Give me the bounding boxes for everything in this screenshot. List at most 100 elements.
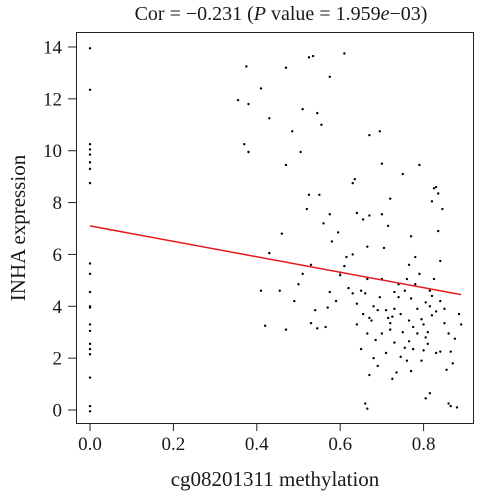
data-point bbox=[403, 346, 407, 349]
data-point bbox=[407, 340, 411, 343]
data-point bbox=[305, 207, 309, 211]
data-point bbox=[316, 111, 319, 115]
data-point bbox=[355, 323, 359, 326]
data-point bbox=[353, 178, 356, 181]
data-point bbox=[439, 259, 442, 263]
data-point bbox=[366, 332, 369, 335]
data-point bbox=[443, 307, 446, 311]
data-point bbox=[88, 342, 92, 346]
data-point bbox=[309, 321, 313, 325]
data-point bbox=[355, 302, 359, 305]
data-point bbox=[447, 332, 450, 335]
data-point bbox=[451, 362, 454, 365]
data-point bbox=[313, 308, 317, 312]
data-point bbox=[318, 193, 321, 196]
data-point bbox=[343, 52, 346, 55]
x-axis-title: cg08201311 methylation bbox=[171, 467, 380, 491]
data-point bbox=[380, 332, 384, 335]
data-point bbox=[88, 404, 92, 408]
data-point bbox=[88, 88, 92, 91]
data-point bbox=[268, 251, 271, 255]
data-point bbox=[368, 214, 371, 217]
data-point bbox=[263, 324, 267, 327]
data-point bbox=[389, 321, 392, 325]
data-point bbox=[88, 181, 92, 185]
data-point bbox=[345, 255, 348, 259]
data-point bbox=[418, 163, 421, 167]
data-point bbox=[293, 299, 296, 303]
data-point bbox=[416, 332, 419, 335]
data-point bbox=[424, 301, 427, 304]
data-point bbox=[88, 148, 92, 151]
title-p-italic: P bbox=[253, 3, 266, 25]
data-point bbox=[376, 308, 379, 312]
y-tick-label: 12 bbox=[43, 89, 62, 110]
data-point bbox=[420, 318, 423, 321]
data-point bbox=[428, 289, 432, 292]
data-point bbox=[397, 296, 400, 299]
data-point bbox=[88, 306, 92, 309]
data-point bbox=[380, 162, 384, 165]
data-point bbox=[259, 87, 263, 90]
data-point bbox=[351, 181, 354, 185]
data-point bbox=[301, 108, 304, 111]
x-tick-label: 0.0 bbox=[78, 434, 102, 455]
x-tick-label: 0.8 bbox=[412, 434, 436, 455]
x-tick-label: 0.6 bbox=[328, 434, 352, 455]
data-point bbox=[88, 347, 92, 351]
data-point bbox=[88, 47, 92, 50]
y-tick-label: 6 bbox=[53, 245, 63, 266]
data-point bbox=[409, 235, 413, 238]
data-point bbox=[328, 75, 331, 79]
data-point bbox=[88, 167, 92, 171]
data-point bbox=[436, 192, 440, 195]
data-point bbox=[411, 347, 415, 351]
title-e-italic: e bbox=[381, 3, 390, 25]
data-point bbox=[88, 290, 92, 294]
data-point bbox=[247, 102, 250, 106]
data-point bbox=[447, 402, 450, 405]
data-point bbox=[389, 328, 392, 331]
data-point bbox=[409, 297, 413, 300]
data-point bbox=[328, 290, 331, 294]
y-tick-label: 2 bbox=[53, 349, 63, 370]
x-tick-label: 0.4 bbox=[245, 434, 269, 455]
data-point bbox=[401, 331, 404, 334]
data-point bbox=[401, 172, 404, 176]
data-point bbox=[426, 331, 429, 334]
regression-line bbox=[89, 225, 462, 296]
title-suffix: −03) bbox=[389, 3, 427, 25]
data-point bbox=[309, 263, 313, 266]
data-point bbox=[370, 319, 373, 322]
y-tick-label: 10 bbox=[43, 141, 62, 162]
data-point bbox=[382, 246, 386, 250]
data-point bbox=[88, 143, 92, 146]
data-point bbox=[368, 373, 371, 377]
data-point bbox=[351, 253, 354, 256]
data-point bbox=[439, 350, 442, 353]
data-point bbox=[445, 368, 448, 372]
data-point bbox=[395, 371, 398, 374]
data-point bbox=[432, 187, 436, 190]
data-point bbox=[316, 327, 319, 330]
data-point bbox=[88, 153, 92, 156]
data-point bbox=[268, 117, 271, 120]
data-point bbox=[384, 308, 388, 312]
data-point bbox=[88, 161, 92, 164]
data-point bbox=[372, 305, 375, 308]
data-point bbox=[432, 277, 436, 281]
data-point bbox=[407, 319, 411, 322]
data-point bbox=[386, 224, 390, 228]
data-point bbox=[434, 185, 438, 189]
data-point bbox=[297, 283, 300, 286]
data-point bbox=[280, 232, 284, 235]
data-point bbox=[434, 351, 438, 355]
data-points bbox=[88, 47, 463, 413]
data-point bbox=[374, 338, 377, 342]
x-axis: 0.0 0.2 0.4 0.6 0.8 bbox=[78, 423, 435, 455]
data-point bbox=[366, 407, 369, 410]
data-point bbox=[307, 193, 311, 196]
data-point bbox=[455, 406, 459, 409]
data-point bbox=[259, 289, 263, 292]
data-point bbox=[88, 272, 92, 276]
